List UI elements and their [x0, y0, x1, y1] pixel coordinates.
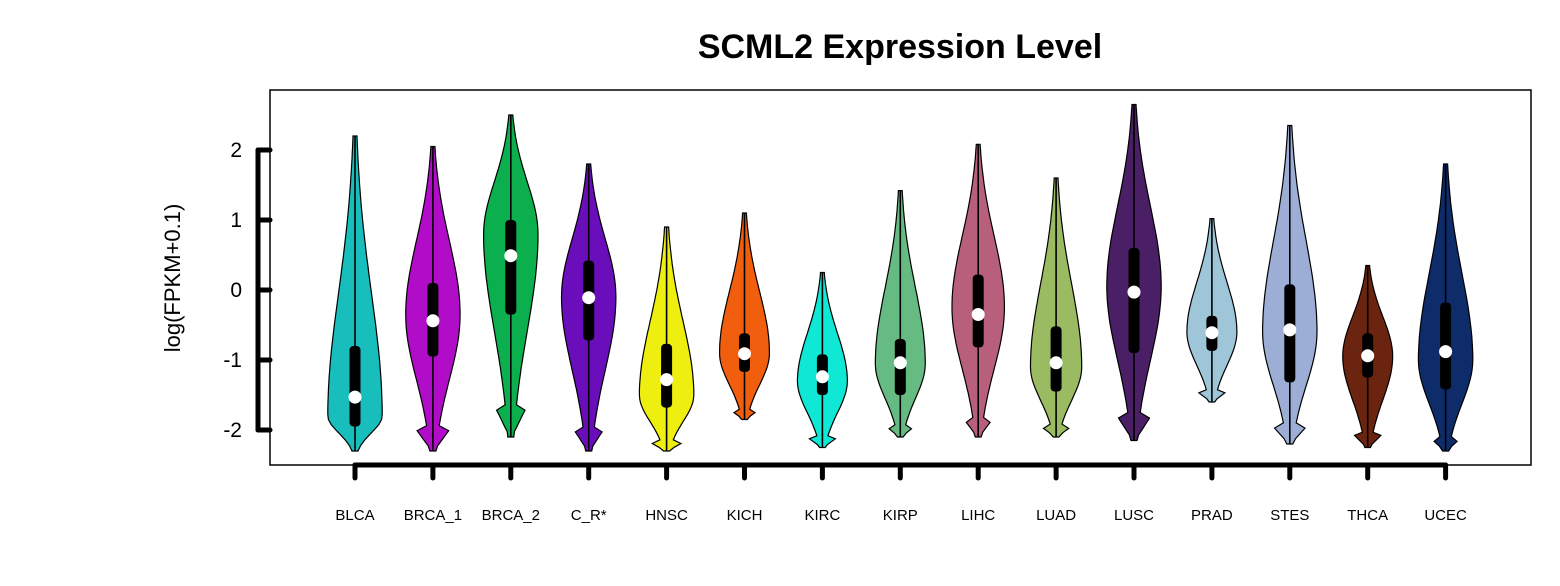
- iqr-box-brca-2: [505, 220, 517, 315]
- y-tick-label: 2: [230, 139, 242, 162]
- y-tick-label: -1: [223, 349, 242, 372]
- x-tick-label: BRCA_1: [404, 507, 462, 524]
- median-point-lihc: [971, 308, 985, 321]
- median-point-kirc: [815, 370, 829, 384]
- x-axis: BLCA BRCA_1 BRCA_2 C_R* HNSC KICH KIRC KIRP LIHC…: [335, 462, 1467, 524]
- y-axis: 2 1 0 -1 -2: [223, 139, 273, 442]
- x-tick-label: THCA: [1347, 507, 1388, 524]
- y-axis-label: log(FPKM+0.1): [160, 204, 185, 353]
- median-point-kirp: [893, 356, 907, 370]
- median-point-lusc: [1127, 285, 1141, 299]
- violin-series-group: [327, 103, 1474, 452]
- median-point-brca-2: [504, 249, 518, 263]
- x-tick-label: C_R*: [571, 507, 607, 524]
- x-tick-label: KIRP: [883, 507, 918, 524]
- median-point-luad: [1049, 356, 1063, 370]
- x-tick-label: BRCA_2: [482, 507, 540, 524]
- median-point-brca-1: [426, 314, 440, 328]
- x-tick-label: LUSC: [1114, 507, 1154, 524]
- x-tick-label: HNSC: [645, 507, 688, 524]
- x-tick-label: UCEC: [1424, 507, 1467, 524]
- x-tick-label: LIHC: [961, 507, 995, 524]
- median-point-c-r: [582, 291, 596, 305]
- x-tick-label: LUAD: [1036, 507, 1076, 524]
- chart-title: SCML2 Expression Level: [698, 28, 1102, 66]
- x-tick-label: PRAD: [1191, 507, 1233, 524]
- median-point-ucec: [1439, 345, 1453, 359]
- iqr-box-blca: [349, 346, 361, 427]
- iqr-box-lusc: [1128, 248, 1140, 353]
- median-point-blca: [348, 390, 362, 404]
- median-point-hnsc: [660, 373, 674, 387]
- y-tick-label: 0: [230, 279, 242, 302]
- x-tick-label: KIRC: [804, 507, 840, 524]
- median-point-stes: [1283, 323, 1297, 337]
- y-tick-label: -2: [223, 419, 242, 442]
- x-tick-label: KICH: [727, 507, 763, 524]
- median-point-kich: [738, 347, 751, 361]
- median-point-prad: [1205, 326, 1219, 340]
- x-tick-label: BLCA: [335, 507, 374, 524]
- median-point-thca: [1361, 349, 1375, 363]
- x-tick-label: STES: [1270, 507, 1309, 524]
- y-tick-label: 1: [230, 209, 242, 232]
